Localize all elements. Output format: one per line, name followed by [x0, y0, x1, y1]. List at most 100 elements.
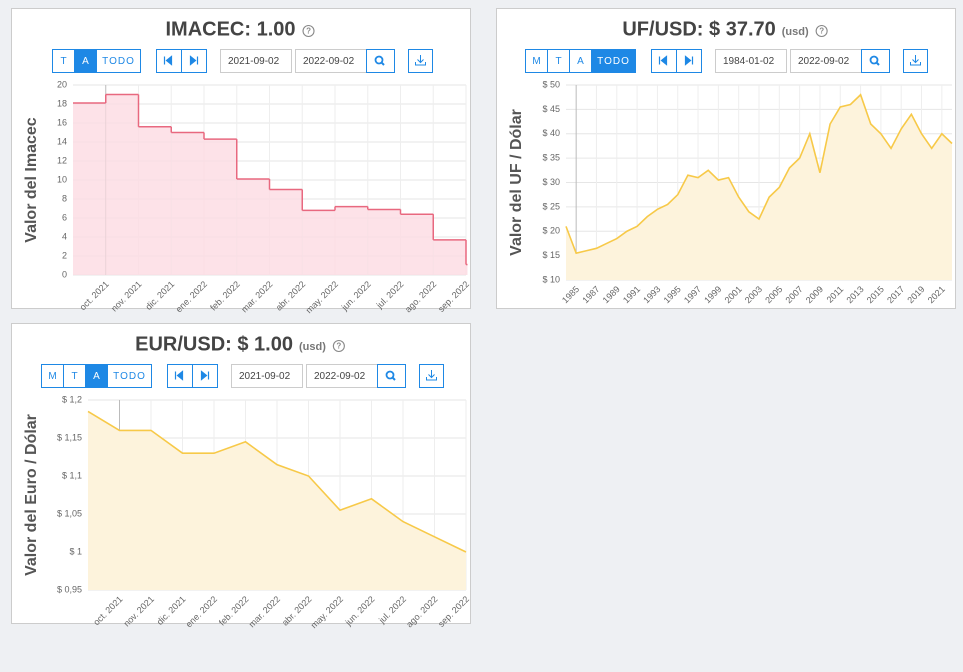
- download-icon: [415, 55, 426, 66]
- y-tick-label: $ 10: [542, 274, 560, 284]
- step-area: [302, 210, 335, 275]
- chart-title: UF/USD: $ 37.70: [622, 18, 775, 40]
- y-tick-label: 12: [57, 155, 67, 165]
- date-input-text: 2022-09-02: [303, 56, 355, 67]
- line: [87, 410, 467, 553]
- y-tick-label: 0: [62, 269, 67, 279]
- step-area: [171, 132, 204, 275]
- search-icon: [374, 55, 384, 65]
- period-button-label: A: [82, 56, 89, 67]
- y-axis-title: Valor del UF / Dólar: [508, 109, 525, 256]
- y-tick-label: 14: [57, 136, 67, 146]
- search-icon: [385, 370, 395, 380]
- period-button-label: T: [71, 371, 77, 382]
- download-icon: [426, 370, 437, 381]
- step-area: [269, 189, 303, 275]
- search-icon: [869, 55, 879, 65]
- search-icon: [875, 61, 880, 66]
- date-input-text: 1984-01-02: [723, 56, 775, 67]
- search-button[interactable]: [366, 49, 395, 73]
- period-button-label: A: [577, 56, 584, 67]
- step-area: [236, 179, 270, 275]
- download-icon: [910, 55, 921, 66]
- period-button-label: TODO: [597, 56, 630, 67]
- period-button[interactable]: [591, 49, 636, 73]
- y-tick-label: 8: [62, 193, 67, 203]
- y-tick-label: $ 1,1: [62, 470, 82, 480]
- step-area: [433, 239, 466, 275]
- step-area: [204, 139, 237, 275]
- y-tick-label: 4: [62, 231, 67, 241]
- y-tick-label: $ 1,15: [57, 432, 82, 442]
- period-button-label: T: [555, 56, 561, 67]
- period-button-label: T: [60, 56, 66, 67]
- y-tick-label: $ 40: [542, 128, 560, 138]
- date-input[interactable]: [231, 364, 303, 388]
- y-tick-label: $ 20: [542, 226, 560, 236]
- step-area: [367, 209, 401, 275]
- period-button-label: M: [532, 56, 540, 67]
- nav-icon: [174, 370, 184, 381]
- step-area: [105, 94, 139, 275]
- period-button[interactable]: [107, 364, 152, 388]
- y-tick-label: $ 45: [542, 104, 560, 114]
- y-tick-label: 20: [57, 79, 67, 89]
- y-tick-label: $ 30: [542, 177, 560, 187]
- help-icon-text: ?: [819, 27, 824, 36]
- period-button-label: TODO: [113, 371, 146, 382]
- line: [565, 93, 953, 255]
- period-button-label: M: [48, 371, 56, 382]
- y-tick-label: $ 25: [542, 201, 560, 211]
- date-input[interactable]: [715, 49, 787, 73]
- y-tick-label: 10: [57, 174, 67, 184]
- y-tick-label: $ 15: [542, 250, 560, 260]
- date-input[interactable]: [220, 49, 292, 73]
- chart-subtitle: (usd): [299, 341, 326, 353]
- help-icon-text: ?: [306, 27, 311, 36]
- y-tick-label: 2: [62, 250, 67, 260]
- nav-icon: [658, 55, 668, 66]
- area: [566, 94, 952, 280]
- date-input-text: 2021-09-02: [239, 371, 291, 382]
- y-tick-label: 18: [57, 98, 67, 108]
- y-tick-label: $ 35: [542, 153, 560, 163]
- chart-subtitle: (usd): [782, 26, 809, 38]
- step-area: [335, 206, 368, 275]
- date-input-text: 2022-09-02: [798, 56, 850, 67]
- y-tick-label: $ 1: [69, 546, 82, 556]
- nav-icon: [189, 55, 199, 66]
- y-axis-title: Valor del Euro / Dólar: [23, 414, 40, 576]
- y-tick-label: $ 50: [542, 79, 560, 89]
- nav-icon: [200, 370, 210, 381]
- period-button-label: TODO: [102, 56, 135, 67]
- search-icon: [380, 61, 385, 66]
- nav-icon: [163, 55, 173, 66]
- period-button[interactable]: [96, 49, 141, 73]
- y-tick-label: 16: [57, 117, 67, 127]
- step-area: [138, 126, 172, 275]
- step-area: [73, 103, 106, 275]
- step-area: [400, 214, 434, 275]
- chart-title: IMACEC: 1.00: [165, 18, 295, 40]
- date-input-text: 2021-09-02: [228, 56, 280, 67]
- y-tick-label: $ 0,95: [57, 584, 82, 594]
- chart-title: EUR/USD: $ 1.00: [135, 333, 293, 355]
- search-icon: [391, 376, 396, 381]
- area: [88, 411, 466, 590]
- step-area: [466, 264, 468, 275]
- search-button[interactable]: [377, 364, 406, 388]
- help-icon-text: ?: [336, 342, 341, 351]
- help-icon[interactable]: [332, 339, 345, 353]
- date-input-text: 2022-09-02: [314, 371, 366, 382]
- y-axis-title: Valor del Imacec: [23, 117, 40, 243]
- y-tick-label: $ 1,2: [62, 394, 82, 404]
- y-tick-label: 6: [62, 212, 67, 222]
- help-icon[interactable]: [815, 24, 828, 38]
- help-icon[interactable]: [302, 24, 315, 38]
- y-tick-label: $ 1,05: [57, 508, 82, 518]
- nav-icon: [684, 55, 694, 66]
- search-button[interactable]: [861, 49, 890, 73]
- period-button-label: A: [93, 371, 100, 382]
